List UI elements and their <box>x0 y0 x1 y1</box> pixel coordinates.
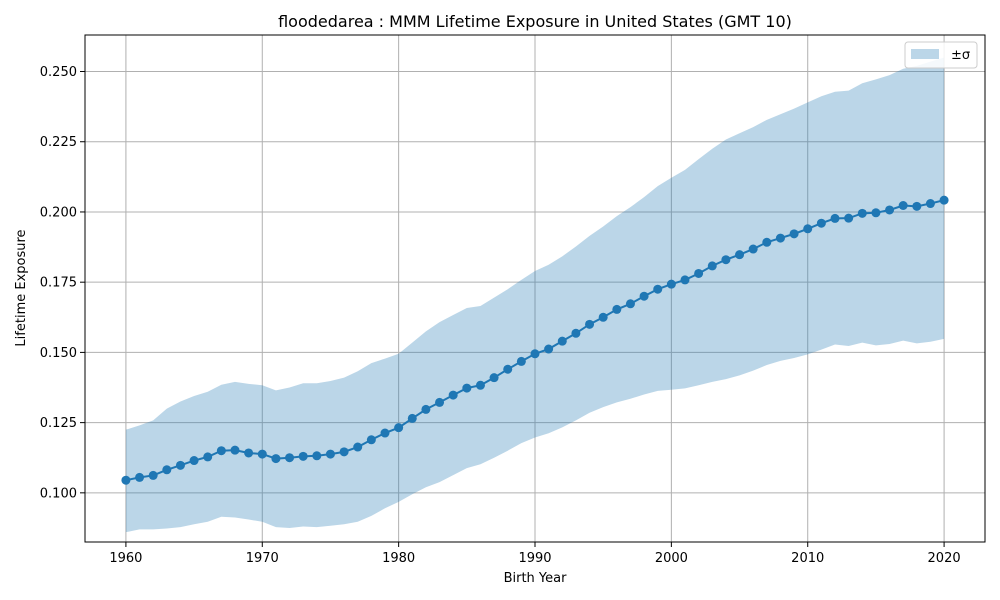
data-point <box>925 199 935 209</box>
data-point <box>585 319 595 329</box>
legend-box <box>904 41 978 69</box>
data-point <box>885 205 895 215</box>
data-point <box>230 445 240 455</box>
data-point <box>680 275 690 285</box>
data-point <box>503 364 513 374</box>
x-tick-label: 1970 <box>246 551 279 566</box>
data-point <box>816 218 826 228</box>
y-tick-label: 0.125 <box>40 416 77 431</box>
data-point <box>735 250 745 260</box>
data-point <box>148 470 158 480</box>
data-point <box>366 435 376 445</box>
data-point <box>175 460 185 470</box>
plot-frame <box>84 34 986 543</box>
data-point <box>830 213 840 223</box>
data-point <box>571 328 581 338</box>
data-point <box>844 213 854 223</box>
legend-swatch <box>911 49 939 59</box>
sigma-band <box>125 57 945 533</box>
data-point <box>380 428 390 438</box>
data-point <box>530 349 540 359</box>
y-axis-label: Lifetime Exposure <box>14 229 29 346</box>
data-point <box>325 449 335 459</box>
data-point <box>789 229 799 239</box>
series-points <box>121 195 949 485</box>
y-tick-label: 0.150 <box>40 346 77 361</box>
y-tick-label: 0.175 <box>40 276 77 291</box>
data-point <box>189 456 199 466</box>
data-point <box>394 423 404 433</box>
data-point <box>203 452 213 462</box>
data-point <box>489 373 499 383</box>
data-point <box>612 304 622 314</box>
data-point <box>271 454 281 464</box>
x-tick-label: 1990 <box>518 551 551 566</box>
grid <box>85 35 985 542</box>
data-point <box>762 237 772 247</box>
data-point <box>257 449 267 459</box>
x-tick-label: 2020 <box>928 551 961 566</box>
data-point <box>625 299 635 309</box>
data-point <box>135 472 145 482</box>
data-point <box>707 261 717 271</box>
data-point <box>694 268 704 278</box>
data-point <box>407 413 417 423</box>
x-tick-label: 1980 <box>382 551 415 566</box>
axis-ticks: 1960 1970 1980 1990 2000 2010 2020 0.100 0.125 0.… <box>40 65 961 566</box>
data-point <box>448 390 458 400</box>
data-point <box>666 279 676 289</box>
data-point <box>216 446 226 456</box>
data-point <box>775 233 785 243</box>
data-point <box>557 336 567 346</box>
data-point <box>353 442 363 452</box>
data-point <box>912 201 922 211</box>
data-point <box>516 356 526 366</box>
data-point <box>339 447 349 457</box>
data-point <box>421 404 431 414</box>
data-point <box>285 453 295 463</box>
data-point <box>162 465 172 475</box>
y-tick-label: 0.250 <box>40 65 77 80</box>
legend-label: ±σ <box>951 48 970 63</box>
x-tick-label: 2000 <box>655 551 688 566</box>
data-point <box>639 291 649 301</box>
y-tick-label: 0.200 <box>40 205 77 220</box>
data-point <box>898 200 908 210</box>
data-point <box>871 208 881 218</box>
x-tick-label: 2010 <box>791 551 824 566</box>
data-point <box>857 208 867 218</box>
data-point <box>939 195 949 205</box>
data-point <box>312 451 322 461</box>
data-point <box>475 380 485 390</box>
legend: ±σ <box>904 41 978 69</box>
data-point <box>598 312 608 322</box>
data-point <box>803 224 813 234</box>
data-point <box>462 383 472 393</box>
chart-title: floodedarea : MMM Lifetime Exposure in U… <box>278 12 792 31</box>
data-point <box>298 451 308 461</box>
data-point <box>121 475 131 485</box>
x-axis-label: Birth Year <box>504 571 568 586</box>
data-point <box>435 397 445 407</box>
data-point <box>653 284 663 294</box>
x-tick-label: 1960 <box>109 551 142 566</box>
data-point <box>544 344 554 354</box>
data-point <box>748 244 758 254</box>
data-point <box>244 448 254 458</box>
y-tick-label: 0.225 <box>40 135 77 150</box>
data-point <box>721 255 731 265</box>
y-tick-label: 0.100 <box>40 486 77 501</box>
